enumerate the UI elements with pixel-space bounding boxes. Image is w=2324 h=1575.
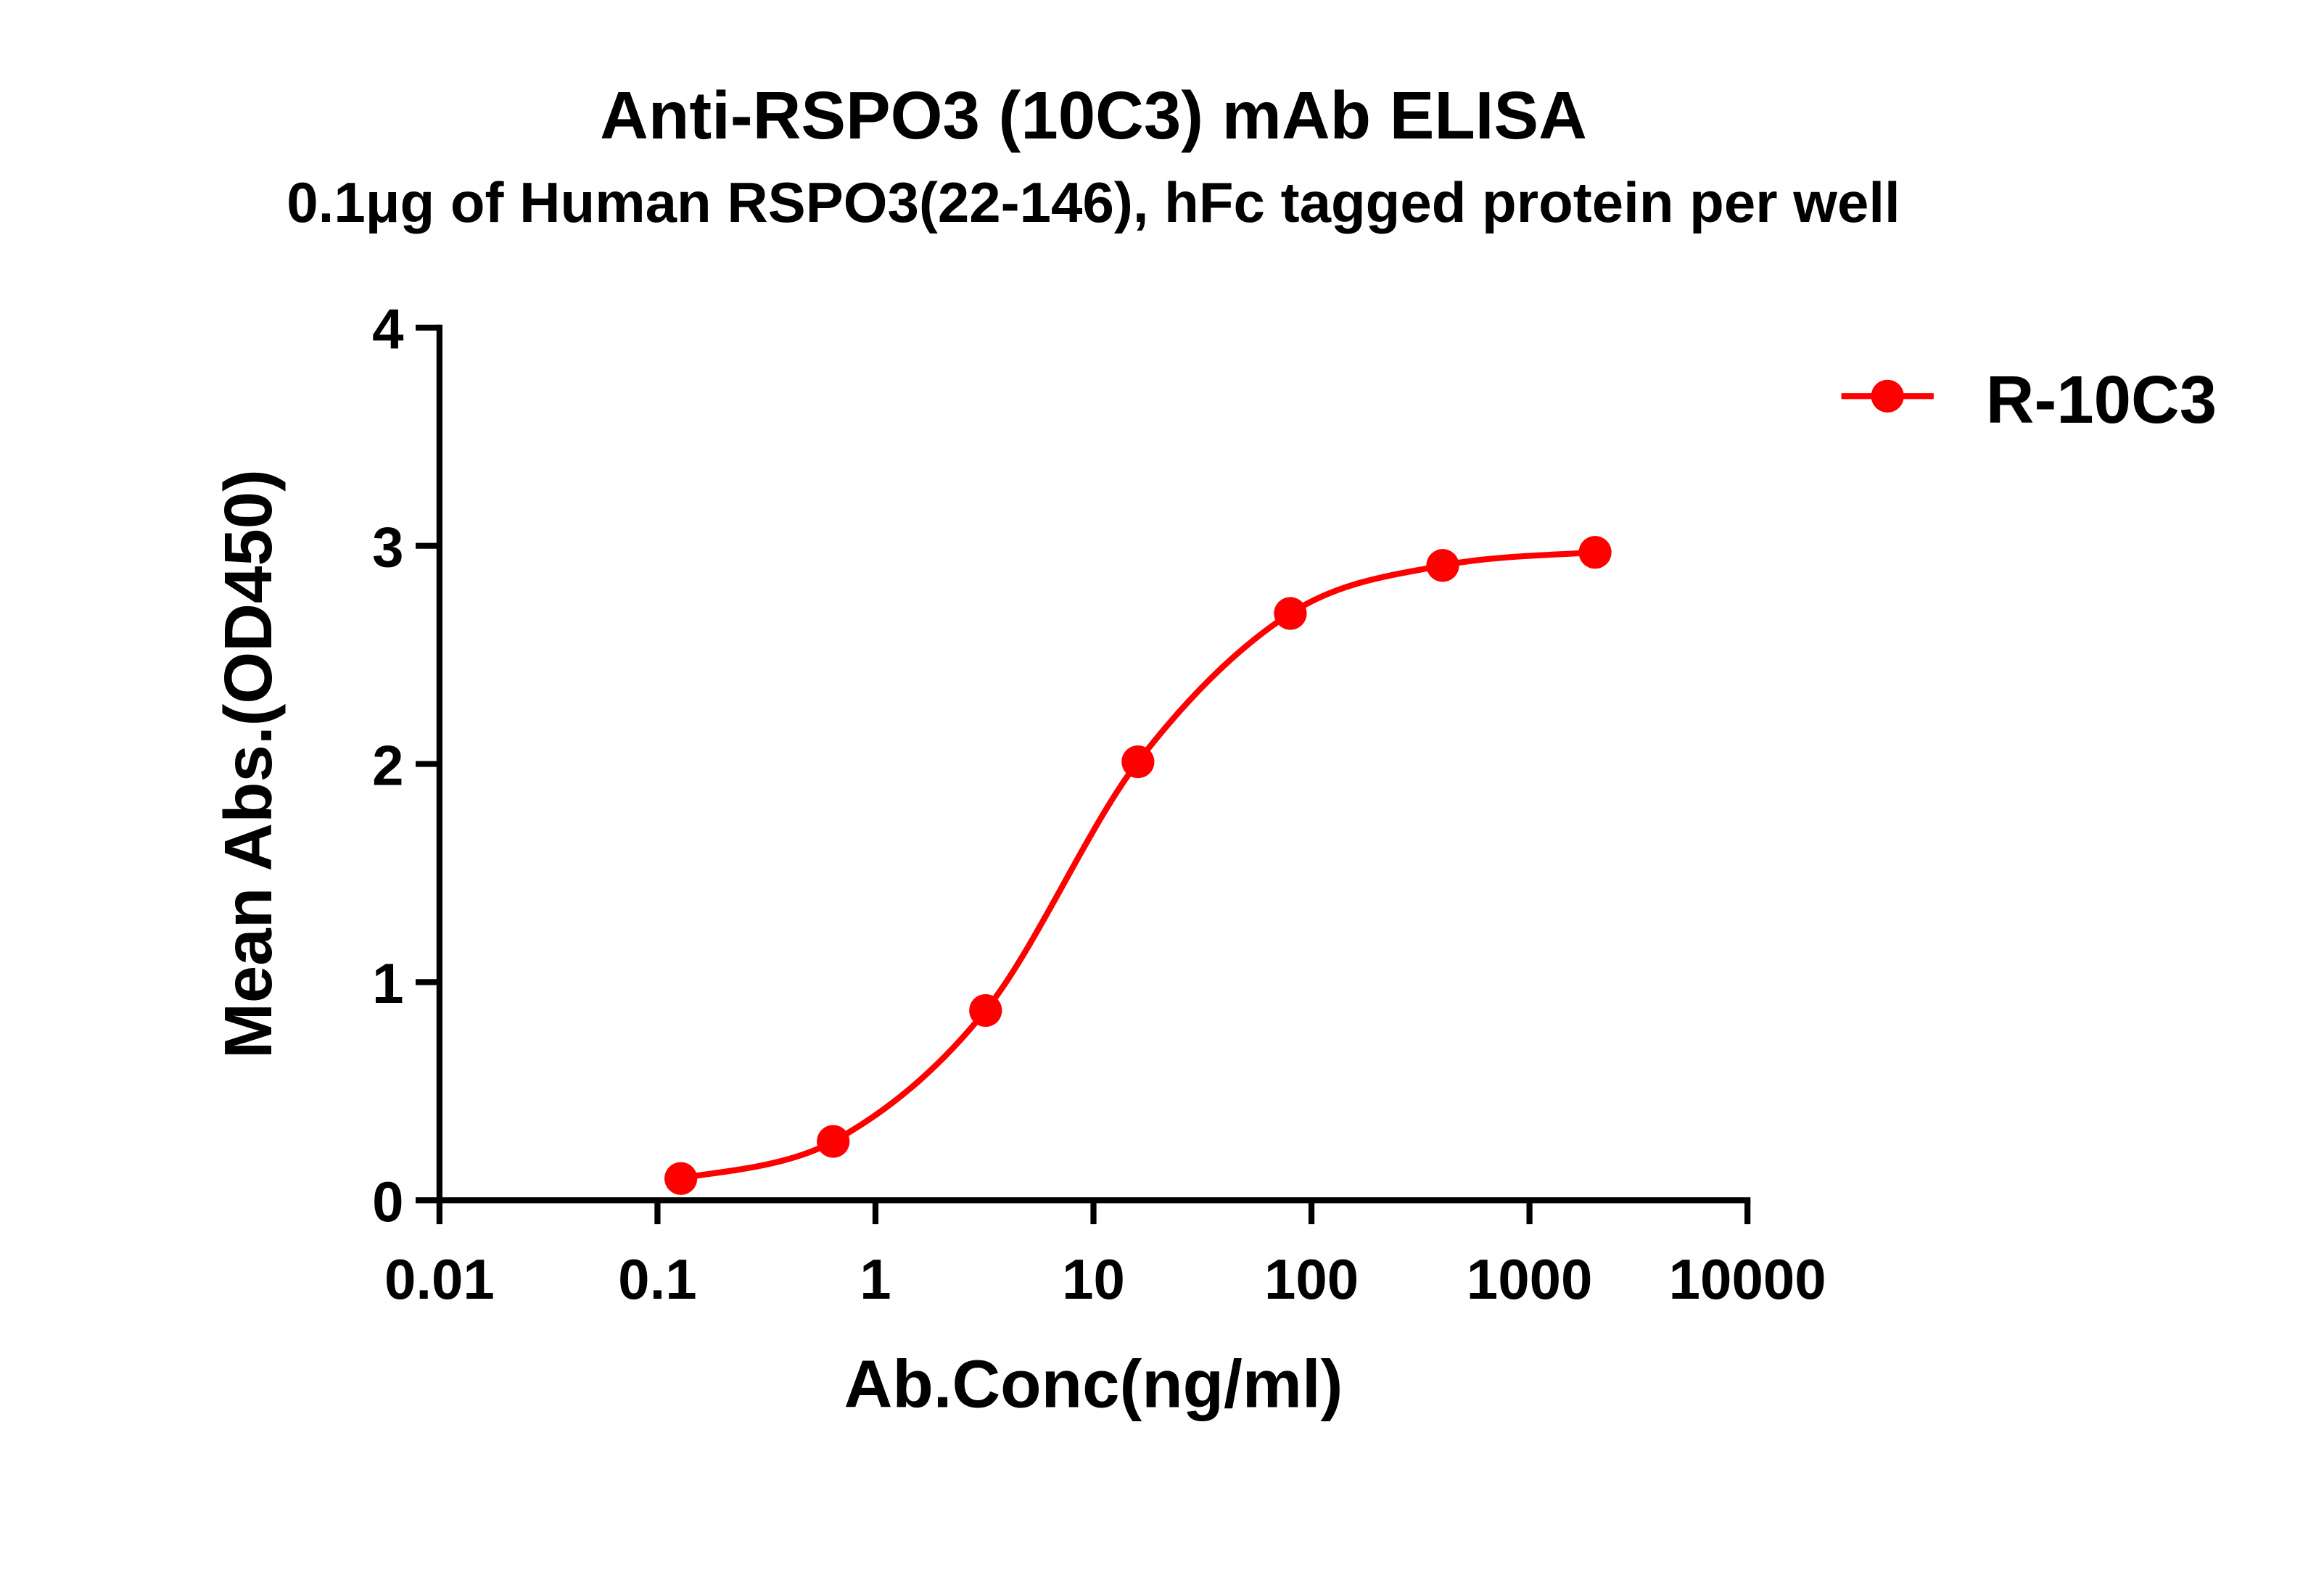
y-tick-label: 2 — [372, 733, 403, 797]
legend-label: R-10C3 — [1986, 362, 2217, 437]
y-axis-label: Mean Abs.(OD450) — [210, 469, 286, 1059]
x-tick-label: 100 — [1264, 1247, 1359, 1311]
x-axis-label: Ab.Conc(ng/ml) — [844, 1347, 1343, 1422]
data-point — [969, 993, 1002, 1028]
y-tick-label: 0 — [372, 1170, 403, 1233]
plot-area — [664, 536, 1612, 1195]
legend-marker — [1871, 379, 1904, 413]
y-tick-label: 3 — [372, 515, 403, 579]
data-point — [664, 1162, 698, 1195]
x-tick-label: 10 — [1062, 1247, 1125, 1311]
data-point — [817, 1125, 850, 1158]
y-tick-label: 4 — [372, 297, 403, 361]
x-tick-label: 0.1 — [618, 1247, 696, 1311]
series-curve-r-10c3 — [680, 549, 1596, 1182]
axes: 0 1 2 3 4 0.01 0.1 1 10 100 1000 10000 — [372, 297, 1826, 1311]
x-tick-label: 1000 — [1467, 1247, 1593, 1311]
x-tick-label: 10000 — [1669, 1247, 1826, 1311]
data-point — [1426, 549, 1459, 582]
y-tick-label: 1 — [372, 951, 403, 1015]
chart-subtitle: 0.1μg of Human RSPO3(22-146), hFc tagged… — [287, 170, 1900, 234]
data-point — [1121, 745, 1155, 779]
data-point — [1578, 536, 1612, 569]
x-tick-label: 0.01 — [384, 1247, 495, 1311]
legend: R-10C3 — [1841, 362, 2217, 437]
data-point — [1274, 597, 1307, 630]
x-tick-label: 1 — [860, 1247, 891, 1311]
chart-title: Anti-RSPO3 (10C3) mAb ELISA — [600, 78, 1587, 153]
